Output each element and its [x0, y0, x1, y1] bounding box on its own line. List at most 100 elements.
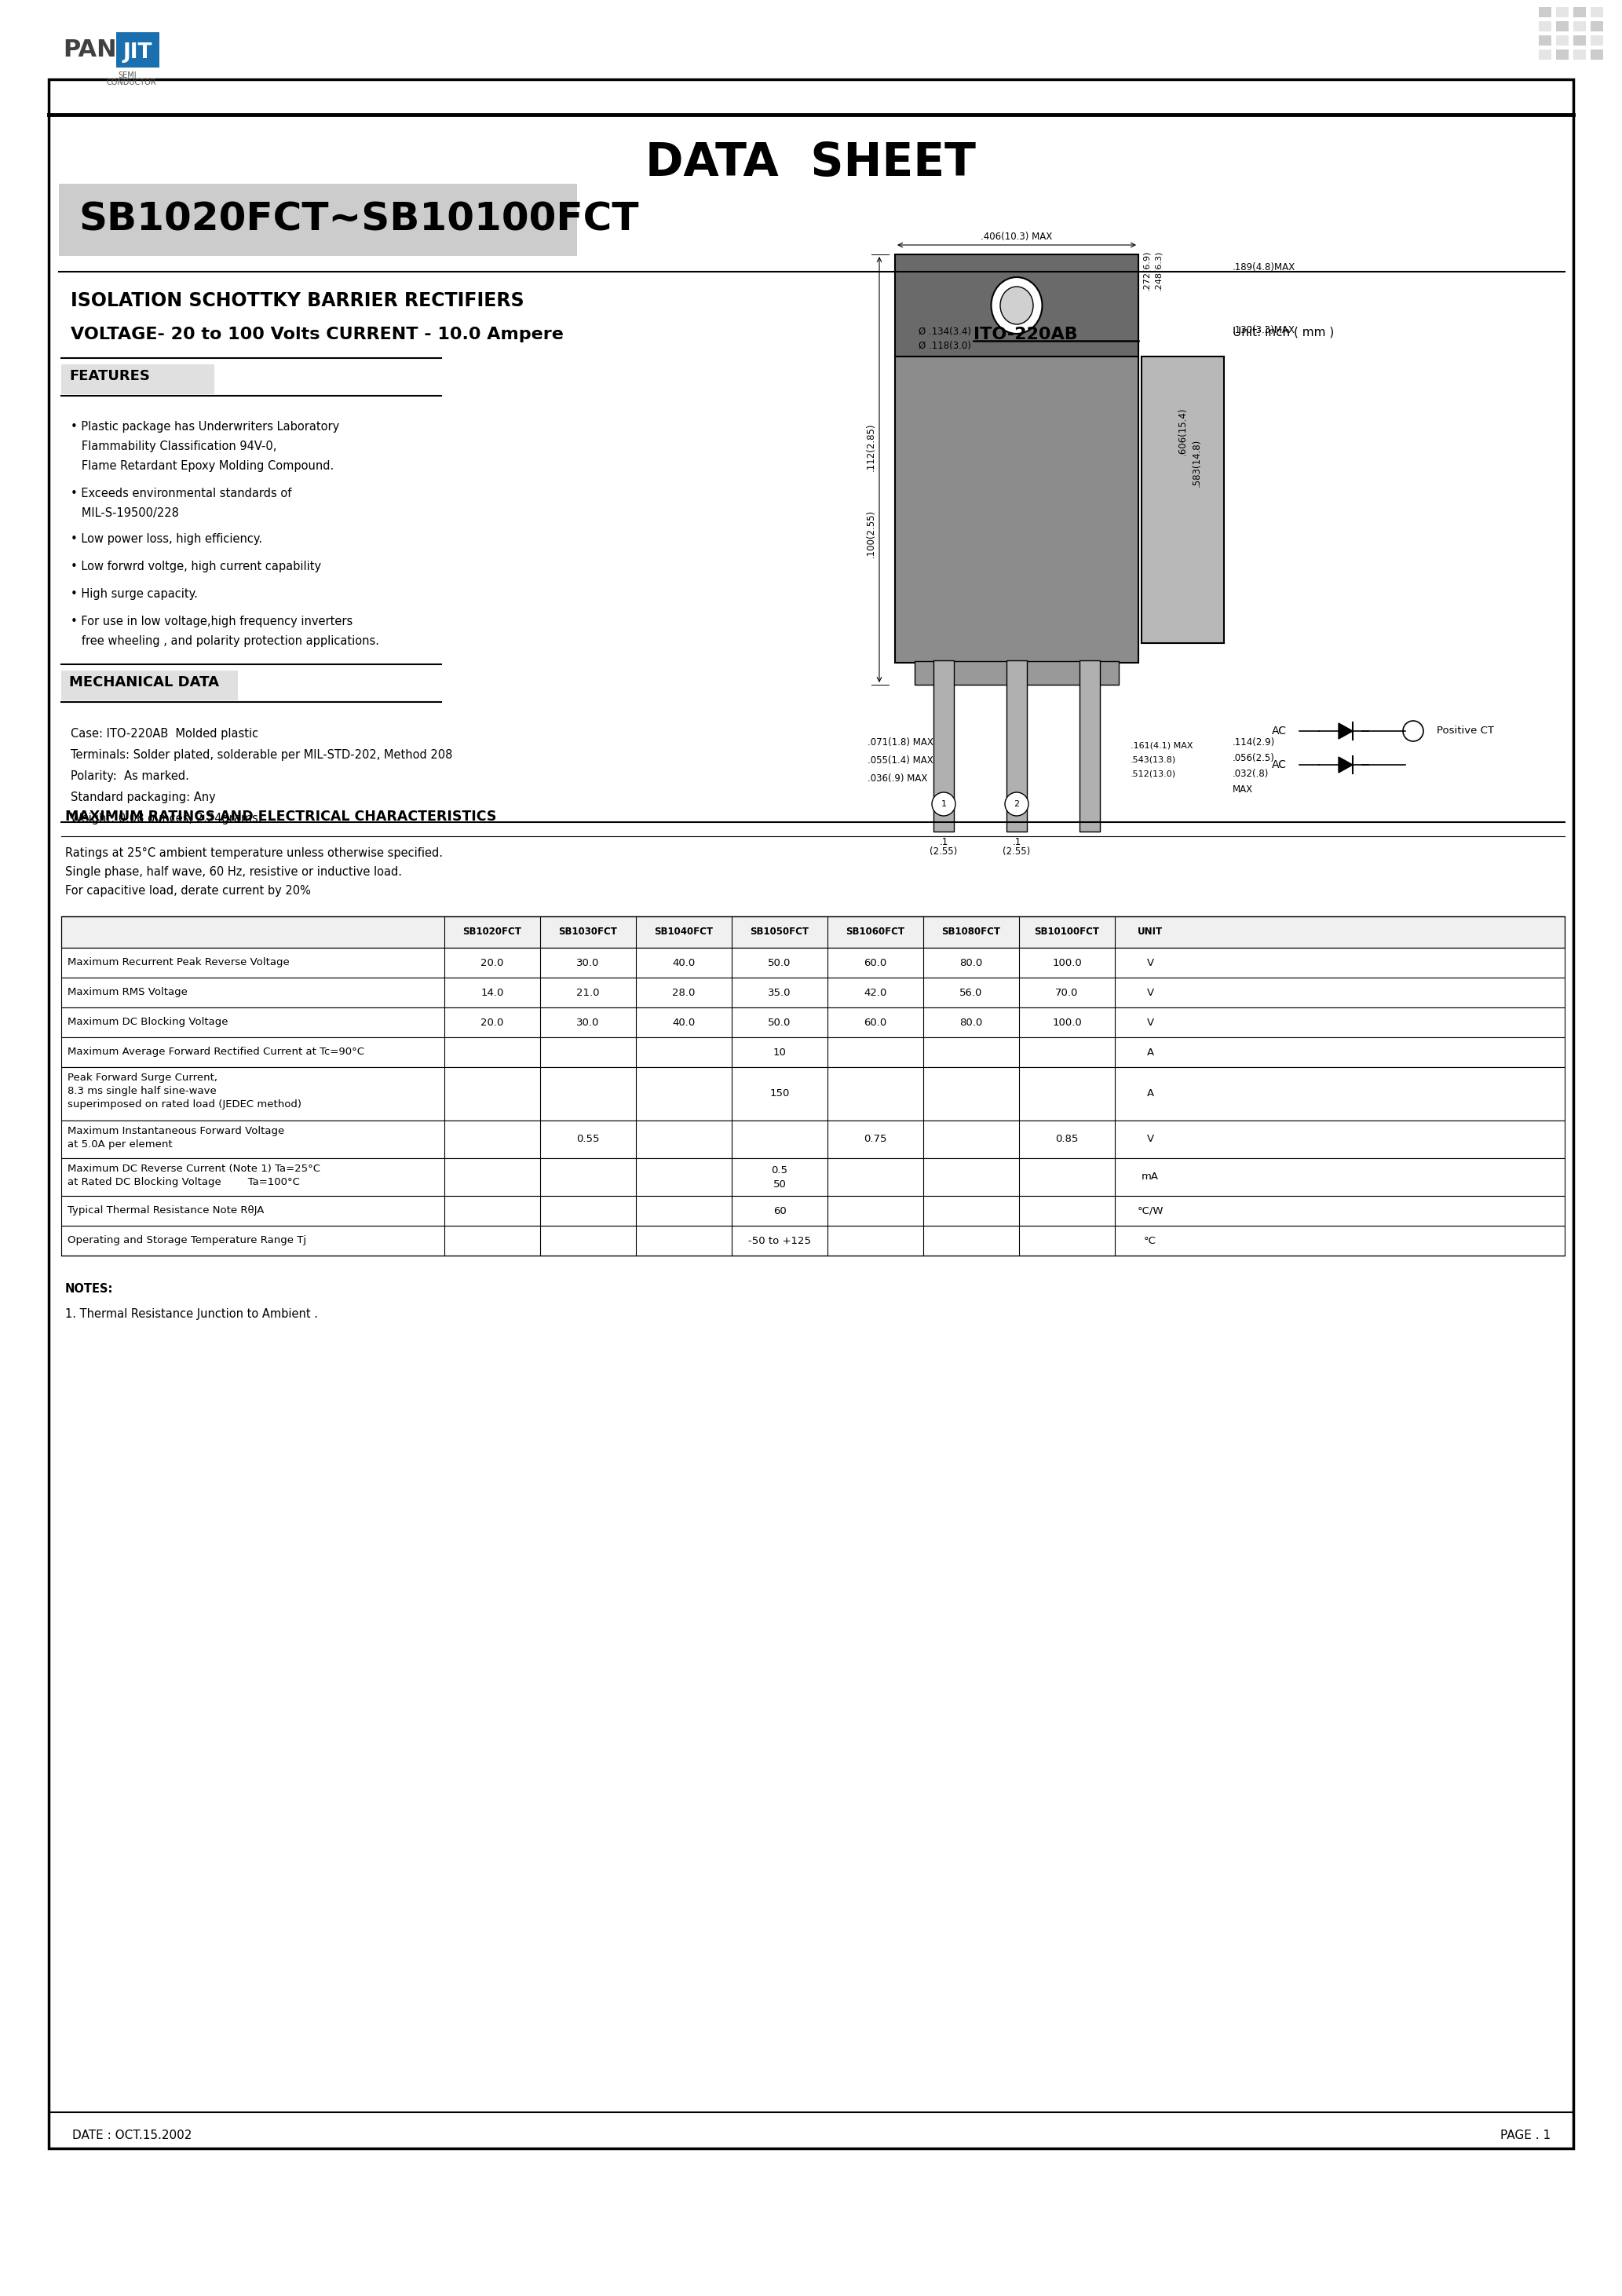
Text: SB1030FCT: SB1030FCT [558, 928, 618, 937]
Bar [62, 1226, 1565, 1256]
Bar [62, 978, 1565, 1008]
Bar [62, 1157, 1565, 1196]
Bar [1591, 7, 1603, 18]
Text: Ø .118(3.0): Ø .118(3.0) [918, 340, 972, 351]
Bar [1539, 7, 1551, 18]
Text: • Exceeds environmental standards of: • Exceeds environmental standards of [71, 487, 292, 501]
Text: Unit: inch ( mm ): Unit: inch ( mm ) [1233, 326, 1333, 338]
Text: Peak Forward Surge Current,: Peak Forward Surge Current, [68, 1072, 217, 1084]
Text: .032(.8): .032(.8) [1233, 769, 1268, 778]
Text: 60: 60 [774, 1205, 787, 1217]
Text: .130(3.3)MAX: .130(3.3)MAX [1233, 326, 1296, 335]
Text: AC: AC [1272, 726, 1286, 737]
Text: For capacitive load, derate current by 20%: For capacitive load, derate current by 2… [65, 884, 311, 898]
Text: FEATURES: FEATURES [70, 370, 149, 383]
Bar [1573, 21, 1586, 32]
Text: (2.55): (2.55) [1002, 847, 1030, 856]
Bar [1555, 21, 1568, 32]
Text: 56.0: 56.0 [960, 987, 983, 999]
Bar [1142, 356, 1225, 643]
Text: 1. Thermal Resistance Junction to Ambient .: 1. Thermal Resistance Junction to Ambien… [65, 1309, 318, 1320]
Text: A: A [1147, 1047, 1153, 1056]
Text: V: V [1147, 957, 1153, 969]
Text: .606(15.4): .606(15.4) [1178, 406, 1187, 455]
Text: .583(14.8): .583(14.8) [1192, 439, 1202, 487]
Text: 2: 2 [1014, 799, 1020, 808]
Text: Maximum Instantaneous Forward Voltage: Maximum Instantaneous Forward Voltage [68, 1125, 284, 1137]
Bar [1573, 7, 1586, 18]
Text: 100.0: 100.0 [1053, 957, 1082, 969]
Text: Standard packaging: Any: Standard packaging: Any [71, 792, 216, 804]
Text: 30.0: 30.0 [576, 957, 600, 969]
Text: Positive CT: Positive CT [1437, 726, 1494, 737]
Text: .071(1.8) MAX: .071(1.8) MAX [868, 737, 933, 748]
Text: 0.55: 0.55 [576, 1134, 600, 1143]
Text: Polarity:  As marked.: Polarity: As marked. [71, 769, 190, 783]
Bar [934, 661, 954, 831]
Text: superimposed on rated load (JEDEC method): superimposed on rated load (JEDEC method… [68, 1100, 302, 1109]
Text: Maximum Average Forward Rectified Current at Tc=90°C: Maximum Average Forward Rectified Curren… [68, 1047, 365, 1056]
Text: 70.0: 70.0 [1056, 987, 1079, 999]
Text: V: V [1147, 987, 1153, 999]
Text: CONDUCTOR: CONDUCTOR [105, 78, 156, 87]
Text: 10: 10 [774, 1047, 787, 1056]
Text: 40.0: 40.0 [673, 1017, 696, 1029]
Text: MAX: MAX [1233, 785, 1254, 794]
Bar [1007, 661, 1027, 831]
Text: °C: °C [1144, 1235, 1156, 1247]
Bar [62, 1038, 1565, 1068]
Text: (2.55): (2.55) [929, 847, 957, 856]
Bar [1555, 7, 1568, 18]
Bar [58, 184, 577, 255]
Text: NOTES:: NOTES: [65, 1283, 114, 1295]
Text: • Plastic package has Underwriters Laboratory: • Plastic package has Underwriters Labor… [71, 420, 339, 432]
Text: .406(10.3) MAX: .406(10.3) MAX [981, 232, 1053, 241]
Text: MAXIMUM RATINGS AND ELECTRICAL CHARACTERISTICS: MAXIMUM RATINGS AND ELECTRICAL CHARACTER… [65, 810, 496, 824]
Text: 35.0: 35.0 [767, 987, 792, 999]
Text: SB1020FCT~SB10100FCT: SB1020FCT~SB10100FCT [78, 202, 639, 239]
Text: Maximum Recurrent Peak Reverse Voltage: Maximum Recurrent Peak Reverse Voltage [68, 957, 289, 969]
Text: 0.75: 0.75 [865, 1134, 887, 1143]
Text: JIT: JIT [123, 41, 152, 62]
Bar [1591, 51, 1603, 60]
Text: .512(13.0): .512(13.0) [1131, 769, 1176, 778]
Text: SB1050FCT: SB1050FCT [749, 928, 809, 937]
Text: 30.0: 30.0 [576, 1017, 600, 1029]
Text: Operating and Storage Temperature Range Tj: Operating and Storage Temperature Range … [68, 1235, 307, 1247]
Bar [62, 916, 1565, 948]
Text: 1: 1 [941, 799, 946, 808]
Text: Single phase, half wave, 60 Hz, resistive or inductive load.: Single phase, half wave, 60 Hz, resistiv… [65, 866, 402, 877]
Text: .1: .1 [1012, 838, 1022, 847]
Text: .189(4.8)MAX: .189(4.8)MAX [1233, 262, 1296, 273]
Text: SB1040FCT: SB1040FCT [654, 928, 714, 937]
Text: .114(2.9): .114(2.9) [1233, 737, 1275, 748]
Text: .272(6.9): .272(6.9) [1142, 250, 1150, 292]
Text: 21.0: 21.0 [576, 987, 600, 999]
Text: at Rated DC Blocking Voltage        Ta=100°C: at Rated DC Blocking Voltage Ta=100°C [68, 1178, 300, 1187]
Bar [1080, 661, 1100, 831]
Text: VOLTAGE- 20 to 100 Volts CURRENT - 10.0 Ampere: VOLTAGE- 20 to 100 Volts CURRENT - 10.0 … [71, 326, 563, 342]
Text: 14.0: 14.0 [480, 987, 504, 999]
Bar [1539, 21, 1551, 32]
Text: .1: .1 [939, 838, 949, 847]
Text: ITO-220AB: ITO-220AB [973, 326, 1077, 342]
Text: • High surge capacity.: • High surge capacity. [71, 588, 198, 599]
Text: 80.0: 80.0 [960, 1017, 983, 1029]
Text: Maximum DC Blocking Voltage: Maximum DC Blocking Voltage [68, 1017, 229, 1029]
Text: SB1080FCT: SB1080FCT [942, 928, 1001, 937]
Text: at 5.0A per element: at 5.0A per element [68, 1139, 172, 1150]
Bar [62, 1120, 1565, 1157]
Bar [1539, 51, 1551, 60]
Ellipse shape [1001, 287, 1033, 324]
Text: Terminals: Solder plated, solderable per MIL-STD-202, Method 208: Terminals: Solder plated, solderable per… [71, 748, 453, 760]
Text: UNIT: UNIT [1137, 928, 1163, 937]
Bar [1573, 51, 1586, 60]
Text: PAN: PAN [63, 39, 117, 62]
Text: DATA  SHEET: DATA SHEET [646, 140, 976, 186]
Text: DATE : OCT.15.2002: DATE : OCT.15.2002 [73, 2128, 191, 2142]
Text: • Low power loss, high efficiency.: • Low power loss, high efficiency. [71, 533, 263, 544]
Text: free wheeling , and polarity protection applications.: free wheeling , and polarity protection … [71, 636, 380, 647]
Bar [1555, 51, 1568, 60]
Bar [895, 356, 1139, 664]
Text: A: A [1147, 1088, 1153, 1100]
